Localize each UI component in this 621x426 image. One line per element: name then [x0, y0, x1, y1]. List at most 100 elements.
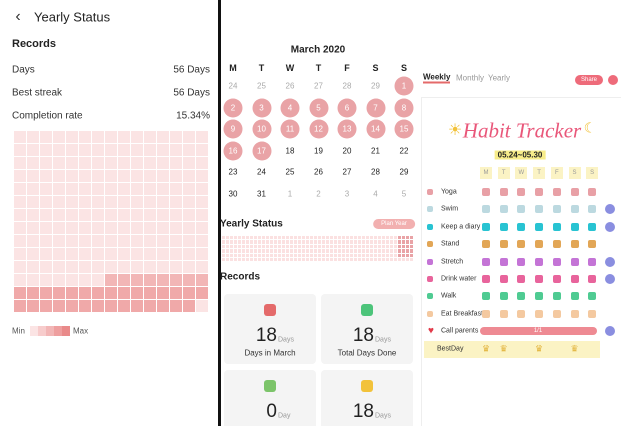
date[interactable]: 10	[257, 124, 266, 134]
year-cell	[226, 244, 229, 249]
date[interactable]: 26	[314, 167, 323, 177]
date[interactable]: 25	[285, 167, 295, 177]
heatmap-cell	[105, 274, 117, 286]
heatmap-cell	[118, 222, 130, 234]
date[interactable]: 14	[371, 124, 380, 134]
date[interactable]: 11	[285, 124, 295, 134]
date[interactable]: 22	[399, 146, 409, 156]
date[interactable]: 2	[230, 103, 236, 113]
heatmap-cell	[157, 131, 169, 143]
year-cell	[250, 249, 253, 253]
tab[interactable]: Weekly	[423, 72, 451, 84]
heatmap-cell	[170, 209, 182, 221]
date[interactable]: 23	[228, 167, 238, 177]
year-cell	[306, 244, 309, 249]
date[interactable]: 25	[257, 81, 266, 91]
date[interactable]: 9	[230, 124, 236, 134]
date[interactable]: 1	[287, 189, 293, 199]
year-cell	[242, 253, 245, 257]
heatmap-cell	[53, 196, 65, 208]
month-title: March 2020	[290, 44, 346, 56]
date[interactable]: 18	[285, 146, 295, 156]
date[interactable]: 1	[401, 81, 407, 91]
legend-swatch	[54, 326, 62, 336]
habit-dot	[535, 222, 544, 231]
avatar	[605, 204, 615, 215]
date[interactable]: 5	[401, 189, 407, 199]
year-cell	[350, 258, 353, 262]
date[interactable]: 31	[257, 189, 266, 199]
heart: ♥	[428, 325, 434, 337]
date[interactable]: 27	[342, 167, 352, 177]
year-cell	[402, 253, 405, 257]
date[interactable]: 5	[316, 103, 321, 113]
date[interactable]: 19	[314, 146, 323, 156]
year-cell	[346, 240, 349, 244]
date[interactable]: 4	[287, 103, 293, 113]
tab[interactable]: Monthly	[456, 73, 485, 83]
tab[interactable]: Yearly	[488, 73, 510, 83]
checked-circle	[309, 119, 328, 139]
card-unit: Days	[375, 336, 391, 344]
year-cell	[366, 249, 369, 253]
year-button[interactable]: Plan Year	[373, 219, 415, 229]
habit-dot	[588, 257, 597, 266]
year-cell	[226, 240, 229, 244]
habit-icon	[427, 293, 433, 300]
year-cell	[286, 244, 289, 249]
year-cell	[286, 236, 289, 240]
year-cell	[254, 236, 257, 240]
heatmap-cell	[27, 157, 39, 169]
back-arrow[interactable]: ‹	[15, 8, 21, 25]
share-button[interactable]: Share	[574, 75, 604, 85]
date[interactable]: 15	[399, 124, 409, 134]
date[interactable]: 3	[259, 103, 264, 113]
weekday: S	[572, 170, 577, 176]
crown: ♛	[481, 343, 491, 354]
date[interactable]: 8	[401, 103, 407, 113]
date[interactable]: 29	[371, 81, 380, 91]
date[interactable]: 20	[342, 146, 352, 156]
card-number: 18	[255, 325, 277, 346]
year-cell	[378, 240, 381, 244]
heatmap-cell	[79, 222, 91, 234]
date[interactable]: 21	[371, 146, 380, 156]
date[interactable]: 28	[342, 81, 352, 91]
heatmap-cell	[131, 131, 143, 143]
date[interactable]: 6	[344, 103, 350, 113]
year-cell	[318, 253, 321, 257]
card-icon	[264, 380, 276, 392]
date[interactable]: 16	[228, 146, 238, 156]
date[interactable]: 7	[373, 103, 378, 113]
year-cell	[262, 258, 265, 262]
heatmap-cell	[105, 183, 117, 195]
date[interactable]: 4	[373, 189, 378, 199]
date[interactable]: 12	[314, 124, 323, 134]
date[interactable]: 27	[314, 81, 323, 91]
date[interactable]: 24	[257, 167, 266, 177]
date[interactable]: 13	[342, 124, 352, 134]
year-cell	[386, 244, 389, 249]
date[interactable]: 24	[228, 81, 238, 91]
weekday: T	[501, 170, 506, 176]
heatmap-cell	[157, 222, 169, 234]
heatmap-cell	[131, 144, 143, 156]
date[interactable]: 29	[399, 167, 409, 177]
heatmap-cell	[196, 209, 208, 221]
heatmap-cell	[105, 131, 117, 143]
checked-circle	[223, 98, 243, 118]
date[interactable]: 2	[316, 189, 321, 199]
date[interactable]: 3	[344, 189, 350, 199]
date[interactable]: 28	[371, 167, 380, 177]
heatmap-cell	[183, 209, 195, 221]
year-cell	[398, 253, 401, 257]
date[interactable]: 30	[228, 189, 238, 199]
date[interactable]: 26	[285, 81, 295, 91]
year-cell	[270, 253, 273, 257]
year-cell	[242, 249, 245, 253]
section-title: Records	[12, 38, 57, 50]
date[interactable]: 17	[257, 146, 266, 156]
year-cell	[334, 258, 337, 262]
heatmap-cell	[92, 235, 104, 247]
heatmap-cell	[118, 209, 130, 221]
